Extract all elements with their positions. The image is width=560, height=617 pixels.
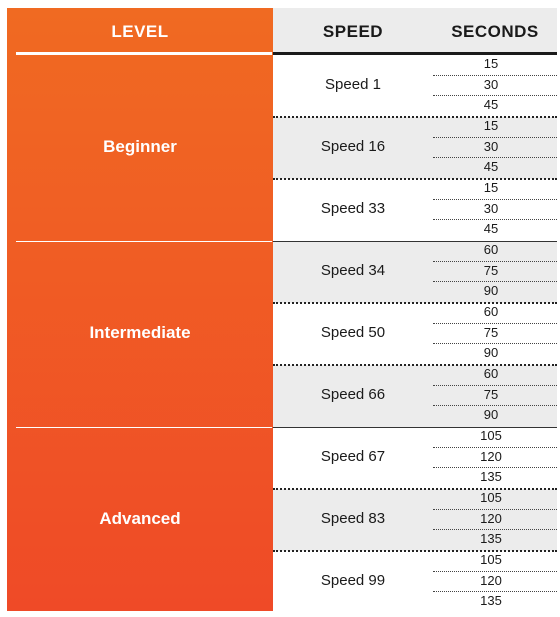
speed-label: Speed 1	[325, 76, 381, 93]
seconds-value: 90	[483, 345, 499, 361]
seconds-value: 60	[483, 242, 499, 257]
level-divider-right	[273, 427, 557, 428]
seconds-divider	[433, 95, 557, 97]
level-divider	[16, 241, 272, 242]
seconds-value: 30	[483, 138, 499, 154]
seconds-value: 120	[480, 510, 502, 526]
level-label: Beginner	[103, 137, 177, 156]
header-rule-right	[273, 52, 557, 55]
level-divider	[16, 427, 272, 428]
speed-row-band	[273, 303, 557, 365]
seconds-divider	[433, 570, 557, 572]
seconds-divider	[433, 508, 557, 510]
speed-row-band	[273, 551, 557, 613]
seconds-value: 75	[483, 386, 499, 402]
seconds-value: 15	[483, 56, 499, 71]
seconds-divider	[433, 467, 557, 469]
seconds-divider	[433, 446, 557, 448]
level-label: Intermediate	[89, 323, 191, 342]
seconds-value: 120	[480, 572, 502, 588]
seconds-divider	[433, 136, 557, 138]
seconds-value: 105	[480, 428, 502, 443]
level-header: LEVEL	[111, 22, 169, 41]
level-divider-right	[273, 241, 557, 242]
seconds-value: 105	[480, 552, 502, 567]
speed-label: Speed 83	[320, 510, 386, 527]
seconds-divider	[433, 529, 557, 531]
seconds-divider	[433, 591, 557, 593]
seconds-divider	[433, 198, 557, 200]
seconds-divider	[433, 219, 557, 221]
header-rule-left	[16, 52, 272, 55]
seconds-value: 60	[483, 304, 499, 319]
seconds-value: 120	[480, 448, 502, 464]
seconds-value: 90	[483, 283, 499, 299]
speed-row-divider	[273, 178, 557, 180]
seconds-divider	[433, 74, 557, 76]
speed-row-divider	[273, 302, 557, 304]
seconds-divider	[433, 322, 557, 324]
seconds-divider	[433, 281, 557, 283]
seconds-value: 135	[480, 469, 502, 485]
speed-label: Speed 34	[320, 262, 386, 279]
speed-label: Speed 50	[320, 324, 386, 341]
level-label: Advanced	[99, 509, 181, 528]
seconds-divider	[433, 260, 557, 262]
seconds-value: 75	[483, 324, 499, 340]
seconds-value: 15	[483, 180, 499, 195]
speed-row-divider	[273, 364, 557, 366]
seconds-value: 45	[483, 97, 499, 113]
seconds-header: SECONDS	[451, 22, 539, 41]
speed-label: Speed 67	[320, 448, 386, 465]
speed-row-divider	[273, 116, 557, 118]
seconds-value: 105	[480, 490, 502, 505]
seconds-value: 30	[483, 200, 499, 216]
speed-row-band	[273, 179, 557, 241]
speed-label: Speed 66	[320, 386, 386, 403]
speed-label: Speed 33	[320, 200, 386, 217]
seconds-value: 45	[483, 221, 499, 237]
seconds-value: 90	[483, 407, 499, 423]
speed-row-band	[273, 427, 557, 489]
seconds-value: 75	[483, 262, 499, 278]
speed-label: Speed 99	[320, 572, 386, 589]
seconds-value: 135	[480, 531, 502, 547]
seconds-divider	[433, 343, 557, 345]
speed-row-divider	[273, 488, 557, 490]
speed-row-band	[273, 55, 557, 117]
seconds-value: 15	[483, 118, 499, 133]
seconds-value: 45	[483, 159, 499, 175]
speed-label: Speed 16	[320, 138, 386, 155]
seconds-value: 60	[483, 366, 499, 381]
speed-table: LEVEL SPEED SECONDS Beginner Speed 1 15 30 4…	[7, 8, 557, 613]
seconds-divider	[433, 157, 557, 159]
speed-header: SPEED	[322, 22, 384, 41]
seconds-value: 135	[480, 593, 502, 609]
seconds-divider	[433, 405, 557, 407]
seconds-value: 30	[483, 76, 499, 92]
seconds-divider	[433, 384, 557, 386]
level-column	[7, 8, 273, 611]
speed-row-divider	[273, 550, 557, 552]
